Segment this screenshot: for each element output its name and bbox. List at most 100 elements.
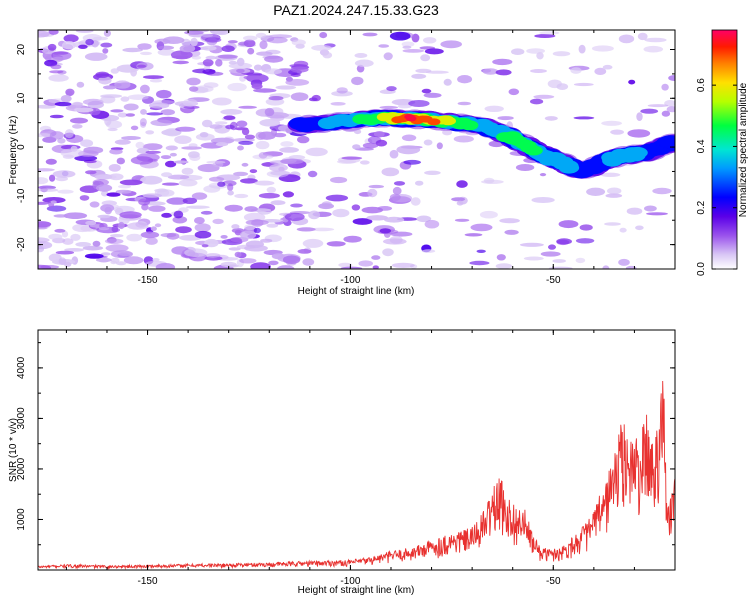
noise-blob xyxy=(661,83,669,91)
noise-blob xyxy=(372,265,379,269)
noise-blob xyxy=(104,238,124,245)
noise-blob xyxy=(255,140,270,150)
noise-blob xyxy=(217,181,226,187)
noise-blob xyxy=(38,104,56,109)
noise-blob xyxy=(280,158,304,165)
noise-blob xyxy=(548,266,573,269)
noise-blob xyxy=(492,58,513,66)
noise-blob xyxy=(270,200,286,206)
noise-blob xyxy=(382,238,407,245)
noise-blob xyxy=(368,184,384,189)
noise-blob xyxy=(547,79,562,89)
noise-blob xyxy=(102,85,117,90)
noise-blob xyxy=(202,69,216,75)
noise-blob xyxy=(628,79,636,85)
noise-blob xyxy=(53,214,68,218)
noise-blob xyxy=(184,30,204,35)
noise-blob xyxy=(107,127,118,132)
noise-blob xyxy=(227,40,238,44)
noise-blob xyxy=(114,80,131,89)
snr-xtick-label: -150 xyxy=(138,576,158,587)
snr-panel: -150 -100 -50 1000 2000 3000 4000 Height of s… xyxy=(8,329,676,596)
noise-blob xyxy=(224,204,243,212)
noise-blob xyxy=(530,98,544,105)
noise-blob xyxy=(190,37,198,47)
noise-blob xyxy=(358,260,374,267)
noise-blob xyxy=(175,226,192,234)
spectrogram-x-ticks: -150 -100 -50 xyxy=(65,30,676,286)
noise-blob xyxy=(451,197,466,202)
noise-blob xyxy=(602,64,613,70)
noise-blob xyxy=(92,240,101,247)
noise-blob xyxy=(243,35,258,41)
noise-blob xyxy=(259,119,281,127)
noise-blob xyxy=(117,112,128,118)
noise-blob xyxy=(275,85,297,90)
noise-blob xyxy=(373,131,385,138)
noise-blob xyxy=(140,51,152,56)
noise-blob xyxy=(575,257,586,264)
colorbar-tick-label: 0.4 xyxy=(696,139,707,153)
noise-blob xyxy=(82,245,104,251)
noise-blob xyxy=(156,89,172,99)
noise-blob xyxy=(194,230,212,239)
noise-blob xyxy=(523,256,544,261)
spectrogram-ytick-label: -10 xyxy=(16,188,27,203)
noise-blob xyxy=(573,116,595,120)
noise-blob xyxy=(70,117,88,124)
noise-blob xyxy=(497,116,514,121)
noise-blob xyxy=(260,238,273,243)
noise-blob xyxy=(119,179,143,186)
noise-blob xyxy=(140,175,163,185)
noise-blob xyxy=(98,227,110,231)
noise-blob xyxy=(138,198,151,206)
noise-blob xyxy=(536,52,544,60)
noise-blob xyxy=(94,174,117,180)
noise-blob xyxy=(354,53,368,58)
noise-blob xyxy=(279,147,299,153)
noise-blob xyxy=(189,86,199,92)
snr-ytick-label: 1000 xyxy=(16,508,27,531)
noise-blob xyxy=(103,30,111,37)
noise-blob xyxy=(64,129,74,139)
noise-blob xyxy=(119,211,142,219)
noise-blob xyxy=(284,212,305,222)
noise-blob xyxy=(321,201,332,207)
noise-blob xyxy=(234,251,242,258)
spectrogram-x-label: Height of straight line (km) xyxy=(298,286,415,297)
noise-blob xyxy=(65,88,75,97)
noise-blob xyxy=(325,194,349,202)
noise-blob xyxy=(470,223,493,232)
noise-blob xyxy=(63,34,79,43)
noise-blob xyxy=(38,221,52,228)
noise-blob xyxy=(530,69,547,73)
snr-ytick-label: 4000 xyxy=(16,356,27,379)
noise-blob xyxy=(594,67,607,75)
noise-blob xyxy=(152,258,160,262)
colorbar-label: Normalized spectral amplitude xyxy=(738,82,749,217)
noise-blob xyxy=(140,231,160,239)
noise-blob xyxy=(241,127,250,136)
noise-blob xyxy=(145,130,155,135)
noise-blob xyxy=(61,230,69,238)
noise-blob xyxy=(602,265,610,269)
noise-blob xyxy=(610,129,624,135)
noise-blob xyxy=(666,106,675,113)
noise-blob xyxy=(371,255,381,260)
noise-blob xyxy=(92,179,110,186)
noise-blob xyxy=(264,107,275,117)
noise-blob xyxy=(391,262,415,268)
noise-blob xyxy=(423,37,437,44)
noise-blob xyxy=(227,82,247,92)
noise-blob xyxy=(383,52,393,61)
snr-x-label: Height of straight line (km) xyxy=(298,585,415,596)
noise-blob xyxy=(351,204,361,211)
noise-blob xyxy=(38,241,53,250)
noise-blob xyxy=(483,177,495,184)
noise-blob xyxy=(247,47,255,55)
noise-blob xyxy=(403,159,422,165)
noise-blob xyxy=(130,156,154,165)
noise-blob xyxy=(625,265,637,269)
noise-blob xyxy=(382,248,394,257)
noise-blob xyxy=(393,181,406,186)
